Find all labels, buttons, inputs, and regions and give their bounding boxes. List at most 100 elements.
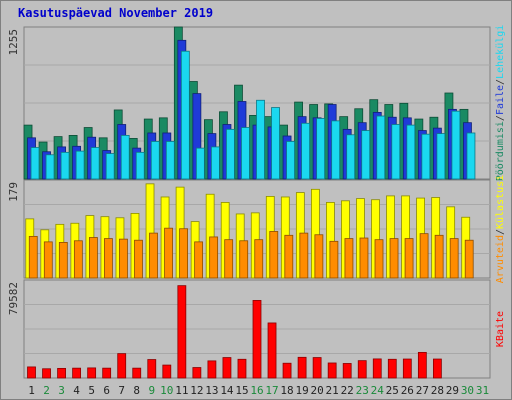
max-label-bottom: 79582 [7, 282, 20, 315]
bar-bottom-0-10 [162, 364, 172, 379]
x-tick-label-10: 10 [160, 384, 173, 397]
x-tick-label-18: 18 [280, 384, 293, 397]
legend-entry-bottom-0: KBaite [495, 311, 506, 347]
bar-top-2-10 [165, 141, 175, 180]
bar-mid-1-4 [73, 240, 83, 279]
bar-bottom-0-22 [342, 363, 352, 379]
bar-mid-1-28 [434, 234, 444, 279]
panel-bottom: 79582 [7, 279, 491, 379]
x-tick-label-26: 26 [401, 384, 414, 397]
bar-bottom-0-8 [132, 367, 142, 379]
bar-bottom-0-28 [432, 358, 442, 379]
legend-entry-top-4: Lehekülgi [495, 25, 506, 79]
legend-entry-top-3: / [495, 79, 506, 85]
x-tick-label-16: 16 [250, 384, 263, 397]
bar-mid-1-18 [284, 234, 294, 279]
bar-top-2-25 [391, 124, 401, 180]
bar-mid-1-12 [194, 241, 204, 279]
x-tick-label-17: 17 [265, 384, 278, 397]
x-tick-label-21: 21 [326, 384, 339, 397]
bar-top-2-21 [331, 120, 341, 180]
x-tick-label-25: 25 [386, 384, 399, 397]
x-tick-label-15: 15 [235, 384, 248, 397]
bar-mid-1-13 [209, 236, 219, 279]
max-label-top: 1255 [7, 29, 20, 56]
panel-top: 1255 [7, 26, 491, 180]
bar-top-2-8 [135, 151, 145, 180]
bar-bottom-0-2 [42, 368, 51, 379]
max-label-mid: 179 [7, 182, 20, 202]
legend-entry-mid-1: / [495, 229, 506, 235]
bar-bottom-0-7 [117, 353, 127, 379]
bar-mid-1-23 [359, 237, 369, 279]
bar-mid-1-9 [149, 232, 158, 279]
bar-top-2-24 [376, 115, 386, 180]
bar-top-2-26 [406, 124, 416, 180]
bar-top-2-2 [45, 154, 55, 180]
x-tick-label-8: 8 [133, 384, 140, 397]
legend-entry-top-0: Pöördumisi [495, 121, 506, 181]
bar-bottom-0-26 [402, 358, 412, 379]
bar-bottom-0-15 [237, 358, 247, 379]
bar-mid-1-29 [449, 238, 459, 279]
bar-bottom-0-12 [192, 367, 202, 379]
x-tick-label-28: 28 [431, 384, 444, 397]
x-tick-label-12: 12 [190, 384, 203, 397]
bar-top-2-20 [316, 118, 326, 180]
x-tick-label-11: 11 [175, 384, 188, 397]
bar-mid-1-16 [254, 239, 264, 279]
bar-top-2-3 [60, 151, 70, 180]
bar-mid-1-25 [389, 238, 399, 279]
x-tick-label-14: 14 [220, 384, 234, 397]
panel-mid: 179 [7, 179, 491, 279]
bar-mid-1-11 [179, 228, 188, 279]
bar-top-2-6 [105, 153, 115, 180]
x-tick-label-24: 24 [371, 384, 385, 397]
bar-top-2-5 [90, 147, 100, 180]
bar-top-2-1 [30, 147, 40, 180]
bar-top-2-14 [226, 128, 235, 180]
bar-bottom-0-16 [252, 300, 262, 379]
x-tick-label-2: 2 [43, 384, 50, 397]
legend-bottom: KBaite [495, 311, 506, 347]
bar-mid-1-8 [134, 239, 143, 279]
legend-entry-mid-2: Külastusi [495, 175, 506, 229]
x-tick-label-1: 1 [28, 384, 35, 397]
bar-bottom-0-27 [417, 351, 427, 379]
bar-top-2-27 [421, 133, 431, 180]
x-tick-label-3: 3 [58, 384, 65, 397]
bar-bottom-0-11 [177, 285, 187, 379]
bar-top-2-15 [241, 127, 250, 180]
bar-mid-1-17 [269, 231, 279, 279]
x-tick-label-29: 29 [446, 384, 459, 397]
bar-top-2-13 [210, 146, 220, 180]
bar-bottom-0-5 [87, 367, 97, 379]
bar-top-2-19 [301, 122, 311, 180]
bar-bottom-0-4 [72, 367, 82, 379]
bar-bottom-0-18 [282, 362, 292, 379]
x-tick-label-23: 23 [356, 384, 369, 397]
bar-top-2-4 [75, 150, 85, 180]
bar-bottom-0-19 [297, 356, 307, 379]
bar-mid-1-30 [464, 239, 474, 279]
bar-top-2-16 [256, 99, 265, 180]
x-tick-label-27: 27 [416, 384, 429, 397]
bar-top-2-17 [271, 107, 280, 180]
x-axis-labels: 1 2 3 4 5 6 7 8 9 10 11 12 13 14 15 16 17 18 19 20 21 22 23 24 2… [28, 384, 489, 397]
bar-mid-1-24 [374, 239, 384, 279]
bar-mid-1-21 [329, 240, 339, 279]
bar-mid-1-2 [43, 241, 53, 279]
bar-top-2-23 [361, 130, 371, 180]
bar-top-2-18 [286, 141, 295, 180]
bar-mid-1-1 [28, 235, 38, 279]
bar-top-2-28 [436, 133, 446, 180]
x-tick-label-4: 4 [73, 384, 80, 397]
bar-mid-1-19 [299, 232, 309, 279]
bar-mid-1-15 [239, 240, 249, 279]
bar-mid-1-14 [224, 239, 234, 279]
bar-top-2-7 [120, 134, 130, 180]
x-tick-label-7: 7 [118, 384, 125, 397]
x-tick-label-19: 19 [295, 384, 308, 397]
x-tick-label-30: 30 [461, 384, 474, 397]
